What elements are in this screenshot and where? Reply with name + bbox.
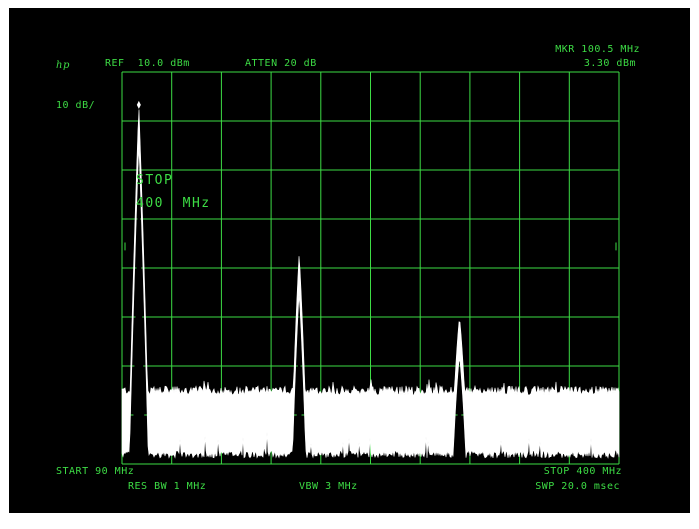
marker-diamond — [136, 100, 141, 109]
overlay-stop-label: STOP — [136, 173, 174, 188]
stop-frequency: STOP 400 MHz — [543, 466, 622, 477]
analyzer-screen: hp REF 10.0 dBm ATTEN 20 dB MKR 100.5 MH… — [9, 8, 690, 513]
reference-level: REF 10.0 dBm — [105, 58, 190, 69]
start-frequency: START 90 MHz — [56, 466, 135, 477]
spectrum-plot — [121, 71, 620, 465]
overlay-stop-value: 400 MHz — [136, 196, 211, 211]
sweep-time: SWP 20.0 msec — [535, 481, 620, 492]
marker-frequency: MKR 100.5 MHz — [555, 44, 640, 55]
hp-logo: hp — [56, 60, 70, 71]
marker-level: 3.30 dBm — [583, 58, 636, 69]
peak-1 — [132, 153, 145, 445]
attenuation: ATTEN 20 dB — [245, 58, 317, 69]
video-bandwidth: VBW 3 MHz — [299, 481, 358, 492]
scale-per-division: 10 dB/ — [56, 100, 96, 111]
resolution-bandwidth: RES BW 1 MHz — [128, 481, 207, 492]
peak-3 — [456, 366, 463, 445]
spectrum-trace — [121, 109, 620, 459]
peak-2 — [296, 302, 303, 445]
